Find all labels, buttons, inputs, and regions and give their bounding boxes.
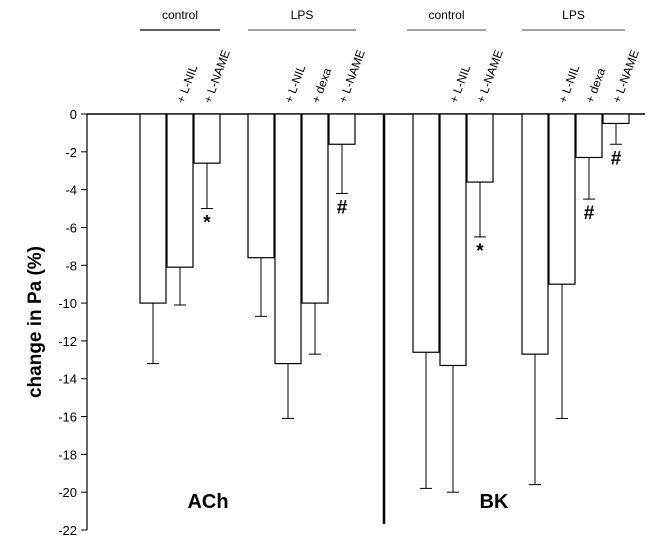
bar	[328, 113, 356, 145]
bar-label: + L-NIL	[282, 63, 309, 105]
y-tick-label: -8	[65, 258, 77, 273]
panel-label: BK	[480, 491, 509, 513]
significance-marker: #	[337, 197, 348, 218]
group-label: LPS	[291, 8, 314, 22]
y-tick-label: -14	[58, 372, 77, 387]
bar	[274, 113, 302, 365]
y-tick-label: -18	[58, 447, 77, 462]
bar-label: + dexa	[309, 66, 335, 105]
panel-label: ACh	[187, 491, 228, 513]
y-axis-label: change in Pa (%)	[25, 246, 46, 398]
bar	[139, 113, 167, 304]
bar-label: + L-NIL	[447, 63, 474, 105]
significance-marker: #	[584, 203, 595, 224]
bar	[412, 113, 440, 353]
bar-label: + L-NAME	[201, 48, 233, 105]
bar	[247, 113, 275, 259]
bar	[466, 113, 494, 183]
bar	[301, 113, 329, 304]
group-label: control	[428, 8, 464, 22]
bar	[548, 113, 576, 285]
bar	[166, 113, 194, 268]
bar-label: + L-NAME	[474, 48, 506, 105]
bar	[521, 113, 549, 355]
y-tick-label: -6	[65, 220, 77, 235]
y-tick-label: -16	[58, 410, 77, 425]
bar	[439, 113, 467, 367]
bar-label: + L-NAME	[610, 48, 642, 105]
significance-marker: *	[203, 213, 211, 234]
significance-marker: #	[611, 148, 622, 169]
bar-label: + dexa	[583, 66, 609, 105]
significance-marker: *	[476, 241, 484, 262]
y-tick-label: -20	[58, 485, 77, 500]
y-tick-label: -12	[58, 334, 77, 349]
bar-label: + L-NIL	[556, 63, 583, 105]
bar	[193, 113, 221, 164]
y-tick-label: 0	[70, 107, 77, 122]
group-label: LPS	[562, 8, 585, 22]
group-label: control	[162, 8, 198, 22]
y-tick-label: -10	[58, 296, 77, 311]
bar	[602, 113, 630, 125]
y-tick-label: -2	[65, 145, 77, 160]
bar-label: + L-NAME	[336, 48, 368, 105]
y-tick-label: -22	[58, 523, 77, 537]
y-tick-label: -4	[65, 183, 77, 198]
bar-label: + L-NIL	[174, 63, 201, 105]
bar	[575, 113, 603, 159]
